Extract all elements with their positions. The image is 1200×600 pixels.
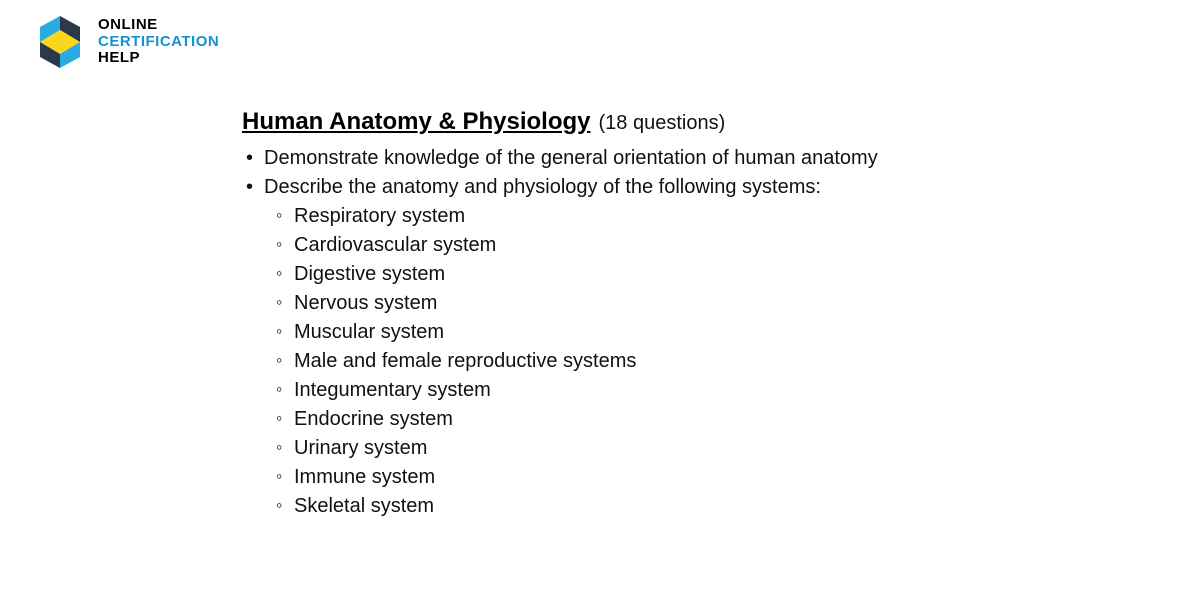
list-item: Endocrine system [294,405,878,434]
list-item: Respiratory system [294,202,878,231]
list-item: Demonstrate knowledge of the general ori… [264,144,878,173]
list-item: Immune system [294,463,878,492]
logo-line-online: ONLINE [98,17,219,34]
logo-line-certification: CERTIFICATION [98,34,219,51]
list-item: Male and female reproductive systems [294,347,878,376]
logo-text: ONLINE CERTIFICATION HELP [98,17,219,67]
list-item: Muscular system [294,318,878,347]
content-block: Human Anatomy & Physiology (18 questions… [242,108,878,521]
logo: ONLINE CERTIFICATION HELP [30,12,219,72]
list-item: Nervous system [294,289,878,318]
heading-title: Human Anatomy & Physiology [242,108,591,136]
list-item-label: Describe the anatomy and physiology of t… [264,176,821,198]
list-item: Integumentary system [294,376,878,405]
list-item: Describe the anatomy and physiology of t… [264,173,878,521]
objectives-list: Demonstrate knowledge of the general ori… [242,144,878,521]
heading-question-count: (18 questions) [599,112,726,135]
list-item: Digestive system [294,260,878,289]
list-item: Cardiovascular system [294,231,878,260]
logo-line-help: HELP [98,50,219,67]
list-item: Urinary system [294,434,878,463]
systems-sublist: Respiratory system Cardiovascular system… [264,202,878,521]
list-item: Skeletal system [294,492,878,521]
hexagon-logo-icon [30,12,90,72]
section-heading: Human Anatomy & Physiology (18 questions… [242,108,878,136]
